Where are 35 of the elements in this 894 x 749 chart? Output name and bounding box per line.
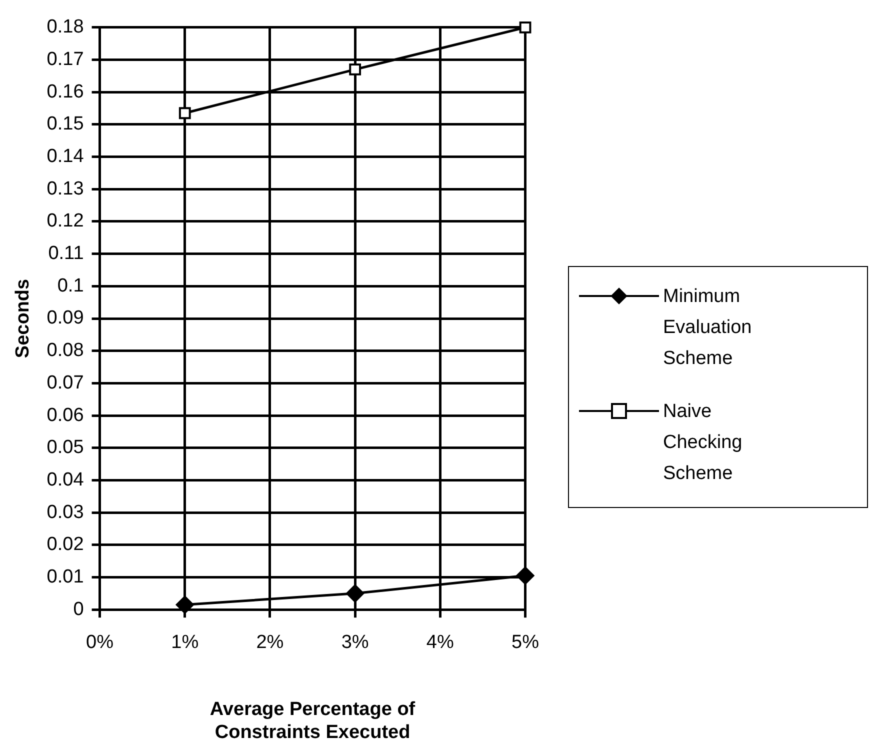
y-tick-label: 0.07 (46, 372, 84, 394)
x-tick-label: 0% (86, 632, 114, 654)
y-tick-label: 0.05 (46, 437, 84, 458)
point (176, 596, 194, 614)
y-tick-label: 0.03 (46, 502, 84, 523)
y-tick-label: 0.08 (46, 340, 84, 362)
y-tick-label: 0.12 (46, 210, 84, 232)
y-tick-label: 0.04 (46, 469, 84, 490)
x-axis-title: Average Percentage of Constraints Executed (210, 699, 416, 743)
y-tick-label: 0.17 (46, 48, 84, 70)
y-tick-label: 0.15 (46, 114, 84, 135)
x-tick-label: 5% (512, 632, 540, 654)
y-axis-title: Seconds (12, 278, 34, 358)
point (349, 64, 362, 76)
y-tick-label: 0 (73, 598, 84, 620)
y-tick-label: 0.02 (46, 534, 84, 556)
point (178, 107, 191, 120)
point (346, 584, 364, 602)
y-tick-label: 0.09 (46, 308, 84, 329)
y-tick-label: 0.01 (46, 566, 84, 588)
y-tick-label: 0.14 (46, 146, 84, 168)
y-tick-label: 0.13 (46, 178, 84, 200)
legend-label: Naive Checking Scheme (663, 400, 744, 486)
point (519, 21, 532, 34)
legend-label: Minimum Evaluation Scheme (663, 285, 753, 371)
y-tick-label: 0.16 (46, 81, 84, 102)
y-tick-label: 0.1 (57, 275, 84, 296)
x-tick-label: 2% (256, 632, 284, 654)
x-tick-label: 3% (341, 632, 369, 654)
x-tick-label: 4% (426, 632, 454, 654)
y-tick-label: 0.06 (46, 404, 84, 426)
x-tick-label: 1% (171, 632, 199, 654)
point (516, 566, 534, 585)
y-tick-label: 0.18 (46, 16, 84, 38)
y-tick-label: 0.11 (48, 243, 84, 264)
